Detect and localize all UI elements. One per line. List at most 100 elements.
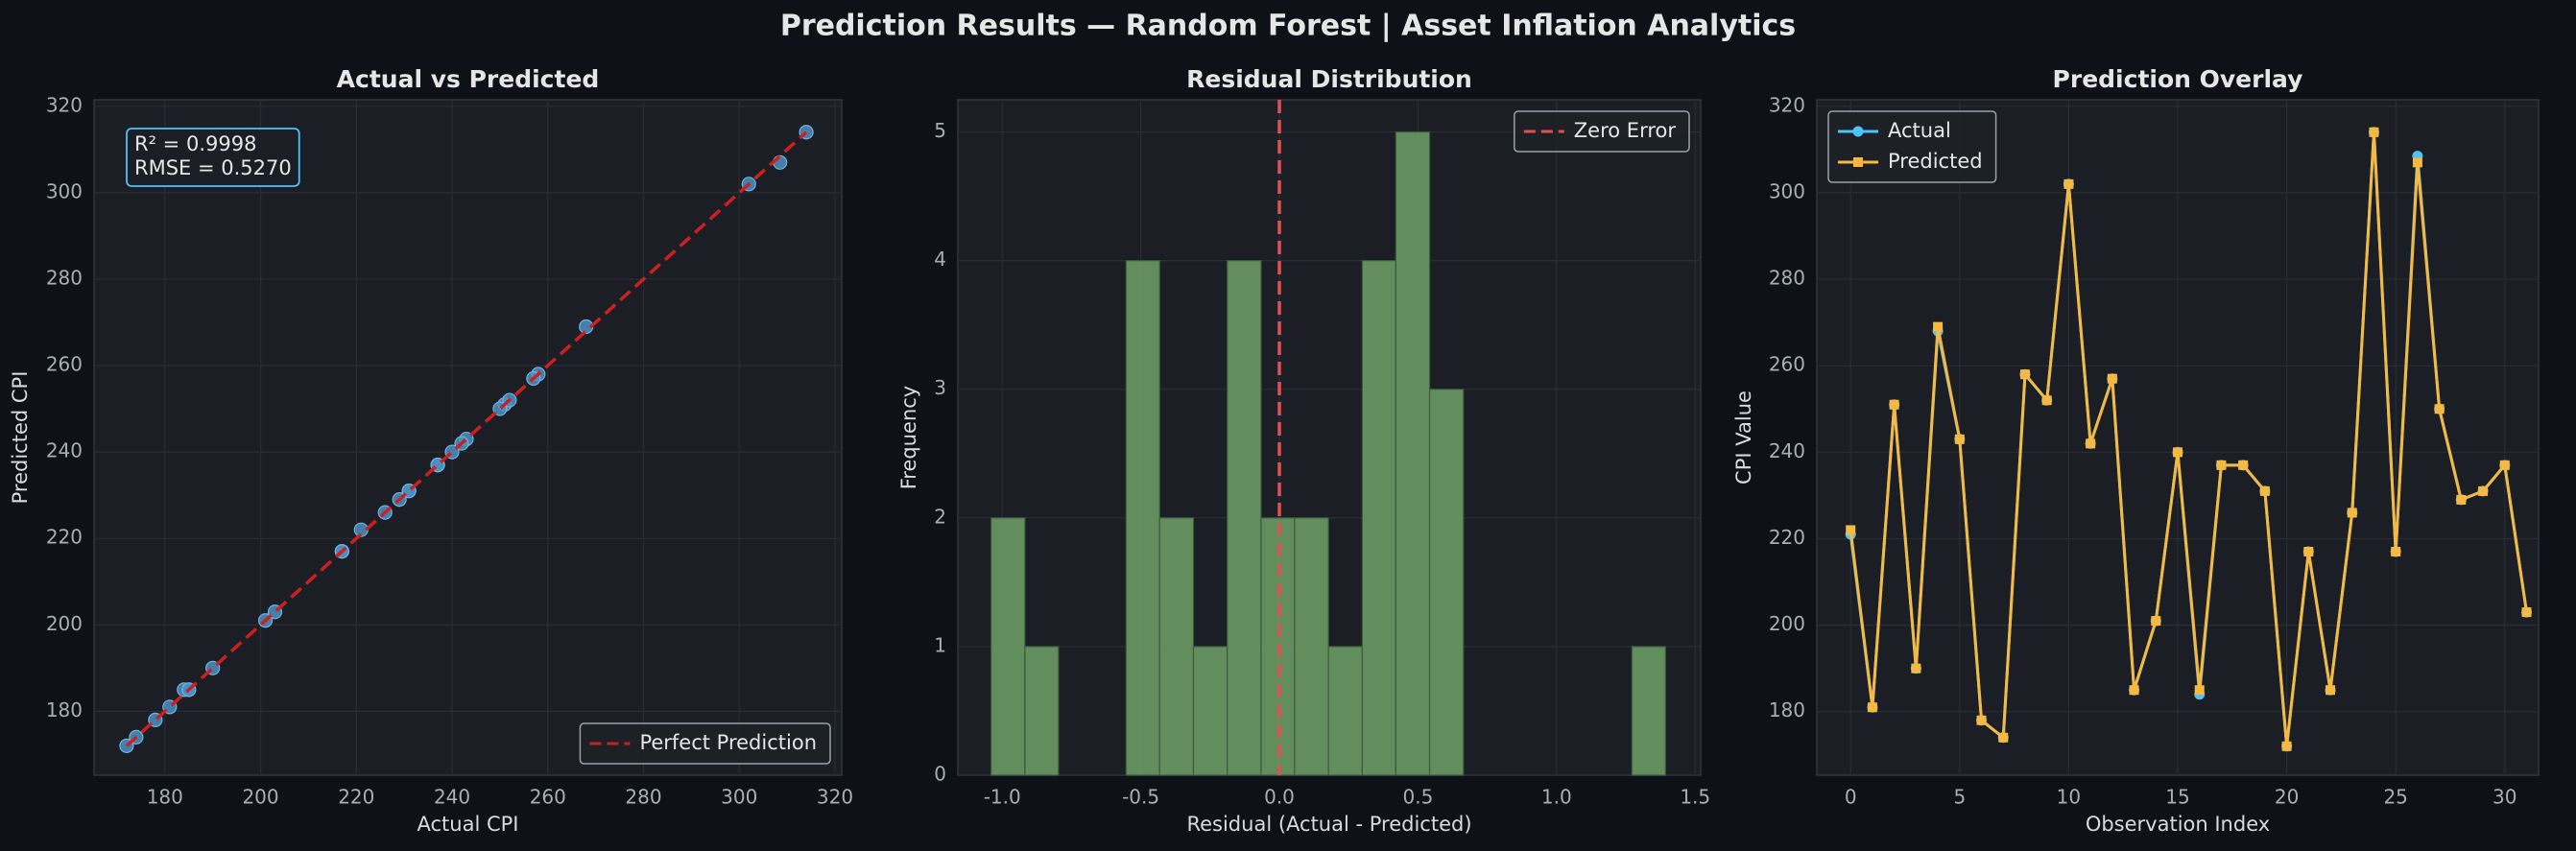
marker: [2434, 404, 2445, 414]
y-tick-label: 220: [46, 526, 83, 549]
marker: [2041, 395, 2052, 406]
subplot-title: Actual vs Predicted: [337, 65, 600, 93]
stats-box: [126, 128, 300, 187]
histogram-bar: [1125, 260, 1160, 776]
scatter-point: [353, 522, 369, 537]
y-tick-label: 1: [934, 633, 946, 656]
marker: [2456, 494, 2467, 505]
marker: [2129, 685, 2139, 696]
marker: [1998, 732, 2009, 743]
x-tick-label: -0.5: [1122, 786, 1159, 809]
histogram-bar: [1024, 646, 1060, 776]
y-tick-label: 200: [1769, 612, 1805, 635]
histogram-bar: [1294, 517, 1329, 776]
y-tick-label: 2: [934, 505, 946, 528]
marker: [2412, 157, 2422, 168]
x-tick-label: 200: [242, 786, 278, 809]
x-tick-label: 1.5: [1680, 786, 1710, 809]
x-tick-label: 30: [2493, 786, 2516, 809]
y-tick-label: 180: [46, 698, 83, 721]
y-tick-label: 320: [46, 93, 83, 116]
x-tick-label: 15: [2165, 786, 2189, 809]
x-tick-label: -1.0: [984, 786, 1021, 809]
marker: [1976, 715, 1987, 725]
x-tick-label: 300: [721, 786, 757, 809]
x-axis-label: Actual CPI: [417, 813, 519, 836]
x-axis-label: Residual (Actual - Predicted): [1186, 813, 1471, 836]
y-axis-label: CPI Value: [1732, 390, 1755, 485]
marker: [2281, 741, 2292, 751]
marker: [2326, 685, 2336, 696]
x-tick-label: 0.0: [1264, 786, 1295, 809]
y-tick-label: 300: [1769, 179, 1805, 202]
x-tick-label: 240: [434, 786, 470, 809]
legend: Zero Error: [1514, 110, 1690, 153]
marker: [2259, 485, 2270, 496]
figure-title: Prediction Results — Random Forest | Ass…: [780, 10, 1796, 43]
marker: [2019, 369, 2030, 380]
marker: [1954, 434, 1965, 444]
histogram-bar: [1361, 260, 1396, 776]
histogram-bar: [1428, 389, 1465, 776]
legend-box: [579, 722, 831, 765]
legend-label: Actual: [1888, 119, 1951, 142]
marker: [2216, 460, 2227, 470]
y-tick-label: 320: [1769, 93, 1805, 116]
marker: [2151, 616, 2161, 626]
y-axis-label: Frequency: [897, 386, 920, 490]
legend-label: Predicted: [1888, 150, 1983, 173]
x-tick-label: 1.0: [1541, 786, 1572, 809]
stats-text: RMSE = 0.5270: [134, 156, 292, 179]
histogram-bar: [1192, 646, 1228, 776]
marker: [2499, 460, 2510, 470]
y-tick-label: 240: [46, 439, 83, 462]
y-tick-label: 4: [934, 248, 946, 271]
marker: [2086, 438, 2096, 449]
x-tick-label: 220: [338, 786, 374, 809]
plot-marks: [1845, 127, 2533, 752]
subplot-title: Residual Distribution: [1186, 65, 1472, 93]
y-tick-label: 280: [1769, 267, 1805, 290]
y-axis-label: Predicted CPI: [9, 371, 32, 505]
subplot-title: Prediction Overlay: [2053, 65, 2303, 93]
histogram-bar: [1631, 646, 1666, 776]
x-tick-label: 280: [625, 786, 661, 809]
marker: [2347, 508, 2357, 518]
y-tick-label: 260: [1769, 353, 1805, 376]
legend-box: [1514, 110, 1690, 153]
x-tick-label: 10: [2057, 786, 2081, 809]
x-axis-label: Observation Index: [2086, 813, 2270, 836]
plot-marks: [990, 100, 1666, 776]
histogram-bar: [1395, 130, 1431, 776]
series-line: [1849, 131, 2528, 746]
x-tick-label: 25: [2383, 786, 2407, 809]
legend: Actual Predicted: [1827, 110, 1997, 183]
y-tick-label: 220: [1769, 526, 1805, 549]
x-tick-label: 5: [1953, 786, 1966, 809]
y-tick-label: 180: [1769, 698, 1805, 721]
y-tick-label: 5: [934, 119, 946, 142]
marker: [2369, 127, 2379, 137]
marker: [2238, 460, 2249, 470]
marker: [2107, 373, 2117, 384]
legend-marker: [1852, 126, 1864, 137]
y-tick-label: 3: [934, 376, 946, 399]
marker: [1846, 525, 1856, 535]
histogram-bar: [1227, 260, 1262, 776]
stats-text: R² = 0.9998: [134, 132, 256, 155]
marker: [2063, 178, 2074, 189]
x-tick-label: 320: [817, 786, 853, 809]
plot-marks: [119, 125, 814, 753]
x-tick-label: 0: [1845, 786, 1857, 809]
x-tick-label: 0.5: [1403, 786, 1434, 809]
y-tick-label: 240: [1769, 439, 1805, 462]
y-tick-label: 200: [46, 612, 83, 635]
marker: [1889, 399, 1899, 410]
legend-marker: [1853, 157, 1863, 167]
y-tick-label: 280: [46, 266, 83, 289]
histogram-bar: [1327, 646, 1363, 776]
histogram-bar: [1158, 517, 1195, 776]
reference-line: [125, 130, 808, 747]
marker: [2194, 685, 2205, 696]
